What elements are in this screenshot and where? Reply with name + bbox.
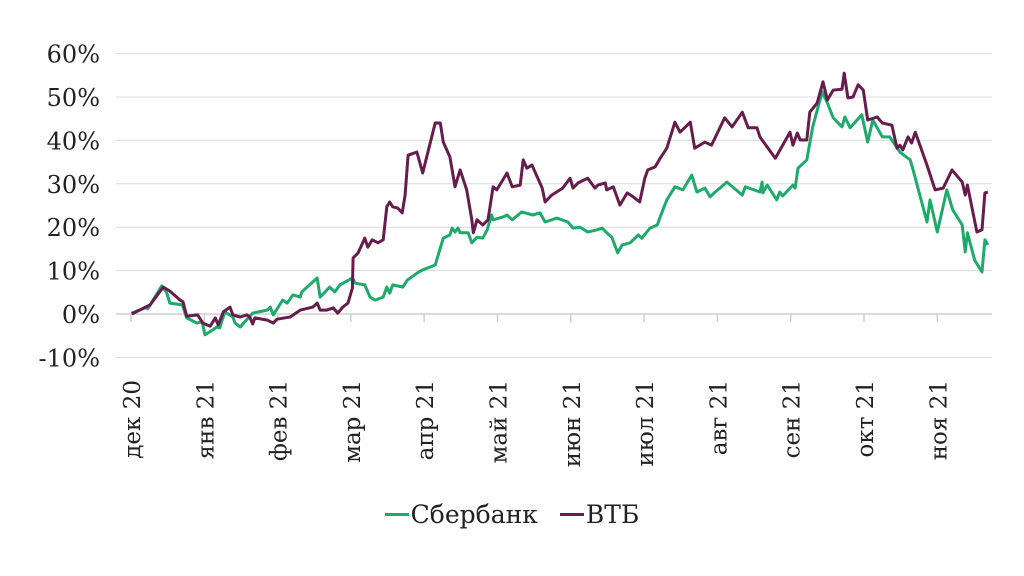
x-tick-label: апр 21 — [413, 380, 439, 460]
gridlines — [116, 53, 992, 358]
x-tick-label: авг 21 — [706, 380, 732, 455]
legend-swatch-sberbank — [384, 513, 409, 516]
y-tick-label: 40% — [47, 127, 100, 155]
x-tick-label: ноя 21 — [926, 380, 952, 460]
legend: Сбербанк ВТБ — [0, 500, 1024, 529]
x-tick-label: окт 21 — [853, 380, 879, 458]
x-axis — [116, 313, 992, 322]
legend-label-sberbank: Сбербанк — [410, 500, 538, 529]
series-lines — [131, 71, 990, 337]
legend-item-vtb: ВТБ — [559, 500, 640, 529]
x-tick-label: дек 20 — [120, 380, 146, 459]
x-tick-label: янв 21 — [193, 380, 219, 459]
x-tick-label: июн 21 — [560, 380, 586, 467]
x-tick-label: май 21 — [487, 380, 513, 464]
y-tick-label: 0% — [62, 301, 100, 329]
y-tick-label: 60% — [47, 41, 100, 69]
y-tick-label: 50% — [47, 84, 100, 112]
y-axis-tick-labels: -10% 0% 10% 20% 30% 40% 50% 60% — [39, 41, 100, 373]
legend-item-sberbank: Сбербанк — [384, 500, 538, 529]
legend-label-vtb: ВТБ — [585, 500, 640, 529]
x-axis-tick-labels: дек 20 янв 21 фев 21 мар 21 апр 21 май 21 июн … — [120, 380, 952, 467]
x-tick-label: сен 21 — [780, 380, 806, 458]
legend-swatch-vtb — [559, 513, 584, 516]
y-tick-label: 30% — [47, 171, 100, 199]
x-tick-label: июл 21 — [633, 380, 659, 467]
series-line-vtb — [131, 71, 989, 328]
y-tick-label: 20% — [47, 214, 100, 242]
x-tick-label: фев 21 — [267, 380, 293, 461]
x-tick-label: мар 21 — [340, 380, 366, 463]
y-tick-label: -10% — [39, 344, 100, 372]
series-line-sberbank — [131, 90, 990, 337]
y-tick-label: 10% — [47, 258, 100, 286]
